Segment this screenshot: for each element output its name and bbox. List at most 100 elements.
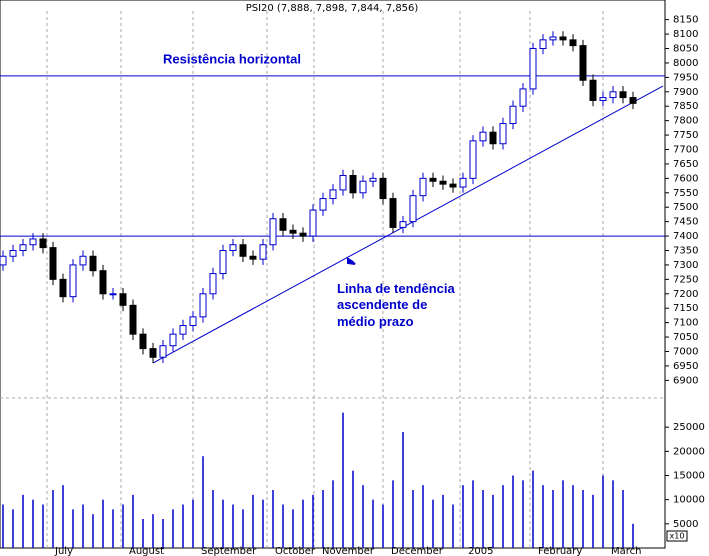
candle-body bbox=[69, 264, 77, 298]
candle-body bbox=[509, 105, 517, 125]
y-tick-label: 8150 bbox=[673, 15, 698, 26]
candle-body bbox=[29, 238, 37, 246]
candle-body bbox=[59, 278, 67, 298]
x-tick-label: July bbox=[54, 546, 73, 556]
plot-frame bbox=[0, 0, 666, 549]
candle-body bbox=[469, 140, 477, 179]
y-tick-label: 7800 bbox=[673, 116, 698, 127]
candle-body bbox=[129, 304, 137, 335]
candle-body bbox=[179, 325, 187, 335]
y-tick-label: 7500 bbox=[673, 202, 698, 213]
candle-body bbox=[489, 131, 497, 145]
candle-body bbox=[159, 345, 167, 358]
candle-body bbox=[239, 244, 247, 257]
y-tick-label: 6900 bbox=[673, 375, 698, 386]
candle-body bbox=[119, 293, 127, 306]
y-tick-label: 8050 bbox=[673, 44, 698, 55]
y-tick-label: 7950 bbox=[673, 72, 698, 83]
y-tick-label: 7250 bbox=[673, 274, 698, 285]
candle-body bbox=[609, 91, 617, 99]
candle-body bbox=[589, 79, 597, 101]
y-tick-label: 7200 bbox=[673, 289, 698, 300]
y-tick-label: 7400 bbox=[673, 231, 698, 242]
annotation: médio prazo bbox=[337, 314, 414, 329]
candle-body bbox=[519, 88, 527, 107]
candle-body bbox=[279, 218, 287, 231]
x-tick-label: November bbox=[322, 546, 375, 556]
candle-body bbox=[339, 174, 347, 191]
scale-box bbox=[666, 530, 688, 542]
annotation: Linha de tendência bbox=[337, 281, 456, 296]
y-tick-label: 7150 bbox=[673, 303, 698, 314]
candle-body bbox=[9, 249, 17, 257]
y-tick-label: 7300 bbox=[673, 260, 698, 271]
candle-body bbox=[149, 348, 157, 358]
candle-body bbox=[389, 198, 397, 228]
candle-body bbox=[259, 244, 267, 260]
candle-body bbox=[549, 36, 557, 41]
candle-body bbox=[619, 91, 627, 99]
candle-body bbox=[79, 255, 87, 266]
y-tick-label: 7350 bbox=[673, 245, 698, 256]
y-tick-label: 7000 bbox=[673, 346, 698, 357]
candle-body bbox=[369, 177, 377, 182]
candle-body bbox=[49, 247, 57, 280]
candle-body bbox=[0, 255, 7, 266]
y-tick-label: 5000 bbox=[673, 519, 698, 530]
candle-body bbox=[559, 36, 567, 41]
y-tick-label: 7600 bbox=[673, 173, 698, 184]
candle-body bbox=[299, 232, 307, 237]
annotation: Resistência horizontal bbox=[163, 51, 301, 66]
candle-body bbox=[409, 195, 417, 223]
candle-body bbox=[349, 174, 357, 194]
candle-body bbox=[459, 177, 467, 188]
x-tick-label: December bbox=[391, 546, 444, 556]
candle-body bbox=[529, 48, 537, 90]
candle-body bbox=[169, 333, 177, 347]
y-tick-label: 10000 bbox=[673, 495, 705, 506]
candle-body bbox=[219, 249, 227, 275]
candle-body bbox=[499, 123, 507, 145]
y-tick-label: 7700 bbox=[673, 145, 698, 156]
candle-body bbox=[319, 198, 327, 211]
y-tick-label: 7650 bbox=[673, 159, 698, 170]
annotation: ascendente de bbox=[337, 297, 427, 312]
candle-body bbox=[309, 209, 317, 237]
candle-body bbox=[249, 255, 257, 260]
candle-body bbox=[449, 183, 457, 188]
candle-body bbox=[359, 180, 367, 194]
y-tick-label: 7850 bbox=[673, 101, 698, 112]
candle-body bbox=[539, 39, 547, 50]
trend-line bbox=[152, 85, 664, 364]
candle-body bbox=[269, 218, 277, 246]
annotation-arrow bbox=[347, 257, 356, 265]
candle-body bbox=[39, 238, 47, 249]
candle-body bbox=[429, 177, 437, 182]
candle-body bbox=[629, 97, 637, 104]
x-tick-label: October bbox=[275, 546, 316, 556]
candle-body bbox=[209, 273, 217, 295]
candle-body bbox=[399, 221, 407, 228]
candle-body bbox=[89, 255, 97, 272]
x-tick-label: February bbox=[538, 546, 582, 556]
candle-body bbox=[579, 45, 587, 81]
candle-body bbox=[479, 131, 487, 142]
candle-body bbox=[199, 293, 207, 318]
chart-title: PSI20 (7,888, 7,898, 7,844, 7,856) bbox=[246, 3, 419, 14]
y-tick-label: 25000 bbox=[673, 422, 705, 433]
candle-body bbox=[599, 97, 607, 101]
x-tick-label: August bbox=[129, 546, 164, 556]
candle-body bbox=[439, 180, 447, 185]
candle-body bbox=[109, 293, 117, 296]
y-tick-label: 20000 bbox=[673, 446, 705, 457]
candle-body bbox=[139, 333, 147, 350]
volume-scale-label: x10 bbox=[670, 532, 685, 541]
y-tick-label: 7550 bbox=[673, 188, 698, 199]
y-tick-label: 8000 bbox=[673, 58, 698, 69]
y-tick-label: 7100 bbox=[673, 318, 698, 329]
candle-body bbox=[19, 244, 27, 251]
y-tick-label: 7750 bbox=[673, 130, 698, 141]
candle-body bbox=[189, 316, 197, 327]
